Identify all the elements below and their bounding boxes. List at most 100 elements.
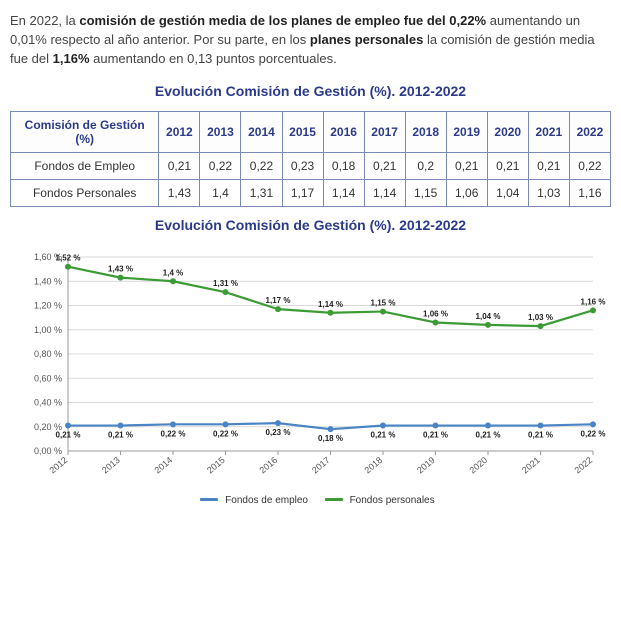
commission-table: Comisión de Gestión (%)20122013201420152… — [10, 111, 611, 207]
legend-swatch-personales — [325, 498, 343, 501]
intro-bold-3: 1,16% — [53, 51, 90, 66]
series-point — [590, 421, 596, 427]
table-cell: 1,14 — [323, 179, 364, 206]
table-corner: Comisión de Gestión (%) — [11, 111, 159, 152]
series-point — [223, 289, 229, 295]
point-label: 0,21 % — [476, 430, 501, 439]
table-year-header: 2017 — [364, 111, 405, 152]
table-cell: 1,31 — [241, 179, 282, 206]
table-cell: 0,21 — [364, 152, 405, 179]
x-tick-label: 2014 — [153, 454, 175, 475]
intro-text: En 2022, la — [10, 13, 79, 28]
point-label: 0,21 % — [423, 430, 448, 439]
series-point — [590, 307, 596, 313]
point-label: 1,31 % — [213, 279, 238, 288]
table-year-header: 2016 — [323, 111, 364, 152]
intro-bold-1: comisión de gestión media de los planes … — [79, 13, 486, 28]
series-point — [485, 422, 491, 428]
point-label: 0,21 % — [371, 430, 396, 439]
series-point — [328, 426, 334, 432]
chart-title: Evolución Comisión de Gestión (%). 2012-… — [10, 217, 611, 233]
table-cell: 0,21 — [446, 152, 487, 179]
legend-label-empleo: Fondos de empleo — [225, 495, 308, 506]
table-row: Fondos de Empleo0,210,220,220,230,180,21… — [11, 152, 611, 179]
point-label: 0,23 % — [266, 428, 291, 437]
chart-legend: Fondos de empleo Fondos personales — [10, 489, 611, 508]
table-year-header: 2015 — [282, 111, 323, 152]
table-year-header: 2013 — [200, 111, 241, 152]
table-cell: 0,22 — [569, 152, 610, 179]
table-cell: 1,15 — [405, 179, 446, 206]
intro-paragraph: En 2022, la comisión de gestión media de… — [10, 12, 611, 69]
table-cell: 0,21 — [528, 152, 569, 179]
table-cell: 0,22 — [200, 152, 241, 179]
series-point — [65, 263, 71, 269]
table-row-label: Fondos Personales — [11, 179, 159, 206]
table-cell: 1,03 — [528, 179, 569, 206]
table-cell: 1,16 — [569, 179, 610, 206]
series-point — [223, 421, 229, 427]
y-tick-label: 0,80 % — [34, 349, 62, 359]
point-label: 0,22 % — [161, 429, 186, 438]
series-point — [275, 420, 281, 426]
series-point — [538, 422, 544, 428]
y-tick-label: 1,40 % — [34, 276, 62, 286]
point-label: 1,14 % — [318, 299, 343, 308]
line-chart: 0,00 %0,20 %0,40 %0,60 %0,80 %1,00 %1,20… — [10, 245, 611, 508]
intro-text: aumentando en 0,13 puntos porcentuales. — [90, 51, 337, 66]
series-point — [65, 422, 71, 428]
table-year-header: 2021 — [528, 111, 569, 152]
point-label: 1,03 % — [528, 313, 553, 322]
x-tick-label: 2021 — [520, 454, 542, 475]
table-year-header: 2019 — [446, 111, 487, 152]
series-point — [118, 274, 124, 280]
x-tick-label: 2012 — [48, 454, 70, 475]
legend-label-personales: Fondos personales — [350, 495, 435, 506]
point-label: 1,52 % — [56, 253, 81, 262]
series-point — [170, 278, 176, 284]
series-line — [68, 266, 593, 325]
x-tick-label: 2022 — [573, 454, 595, 475]
point-label: 0,22 % — [581, 429, 606, 438]
table-cell: 0,23 — [282, 152, 323, 179]
legend-swatch-empleo — [200, 498, 218, 501]
table-cell: 1,14 — [364, 179, 405, 206]
y-tick-label: 1,00 % — [34, 324, 62, 334]
point-label: 0,21 % — [108, 430, 133, 439]
series-point — [485, 321, 491, 327]
y-tick-label: 0,60 % — [34, 373, 62, 383]
point-label: 0,21 % — [56, 430, 81, 439]
series-point — [380, 308, 386, 314]
point-label: 1,16 % — [581, 297, 606, 306]
series-point — [380, 422, 386, 428]
table-cell: 1,06 — [446, 179, 487, 206]
point-label: 1,43 % — [108, 264, 133, 273]
point-label: 1,06 % — [423, 309, 448, 318]
table-title: Evolución Comisión de Gestión (%). 2012-… — [10, 83, 611, 99]
point-label: 1,17 % — [266, 296, 291, 305]
x-tick-label: 2016 — [258, 454, 280, 475]
point-label: 1,04 % — [476, 311, 501, 320]
point-label: 0,21 % — [528, 430, 553, 439]
table-year-header: 2014 — [241, 111, 282, 152]
table-cell: 1,4 — [200, 179, 241, 206]
series-point — [433, 422, 439, 428]
point-label: 1,4 % — [163, 268, 183, 277]
table-cell: 0,18 — [323, 152, 364, 179]
table-cell: 1,17 — [282, 179, 323, 206]
table-cell: 0,22 — [241, 152, 282, 179]
x-tick-label: 2013 — [100, 454, 122, 475]
point-label: 0,22 % — [213, 429, 238, 438]
table-year-header: 2020 — [487, 111, 528, 152]
table-cell: 1,04 — [487, 179, 528, 206]
series-point — [328, 309, 334, 315]
point-label: 1,15 % — [371, 298, 396, 307]
series-point — [433, 319, 439, 325]
series-point — [275, 306, 281, 312]
table-row-label: Fondos de Empleo — [11, 152, 159, 179]
x-tick-label: 2015 — [205, 454, 227, 475]
y-tick-label: 0,40 % — [34, 397, 62, 407]
series-point — [118, 422, 124, 428]
table-cell: 1,43 — [159, 179, 200, 206]
table-cell: 0,21 — [487, 152, 528, 179]
